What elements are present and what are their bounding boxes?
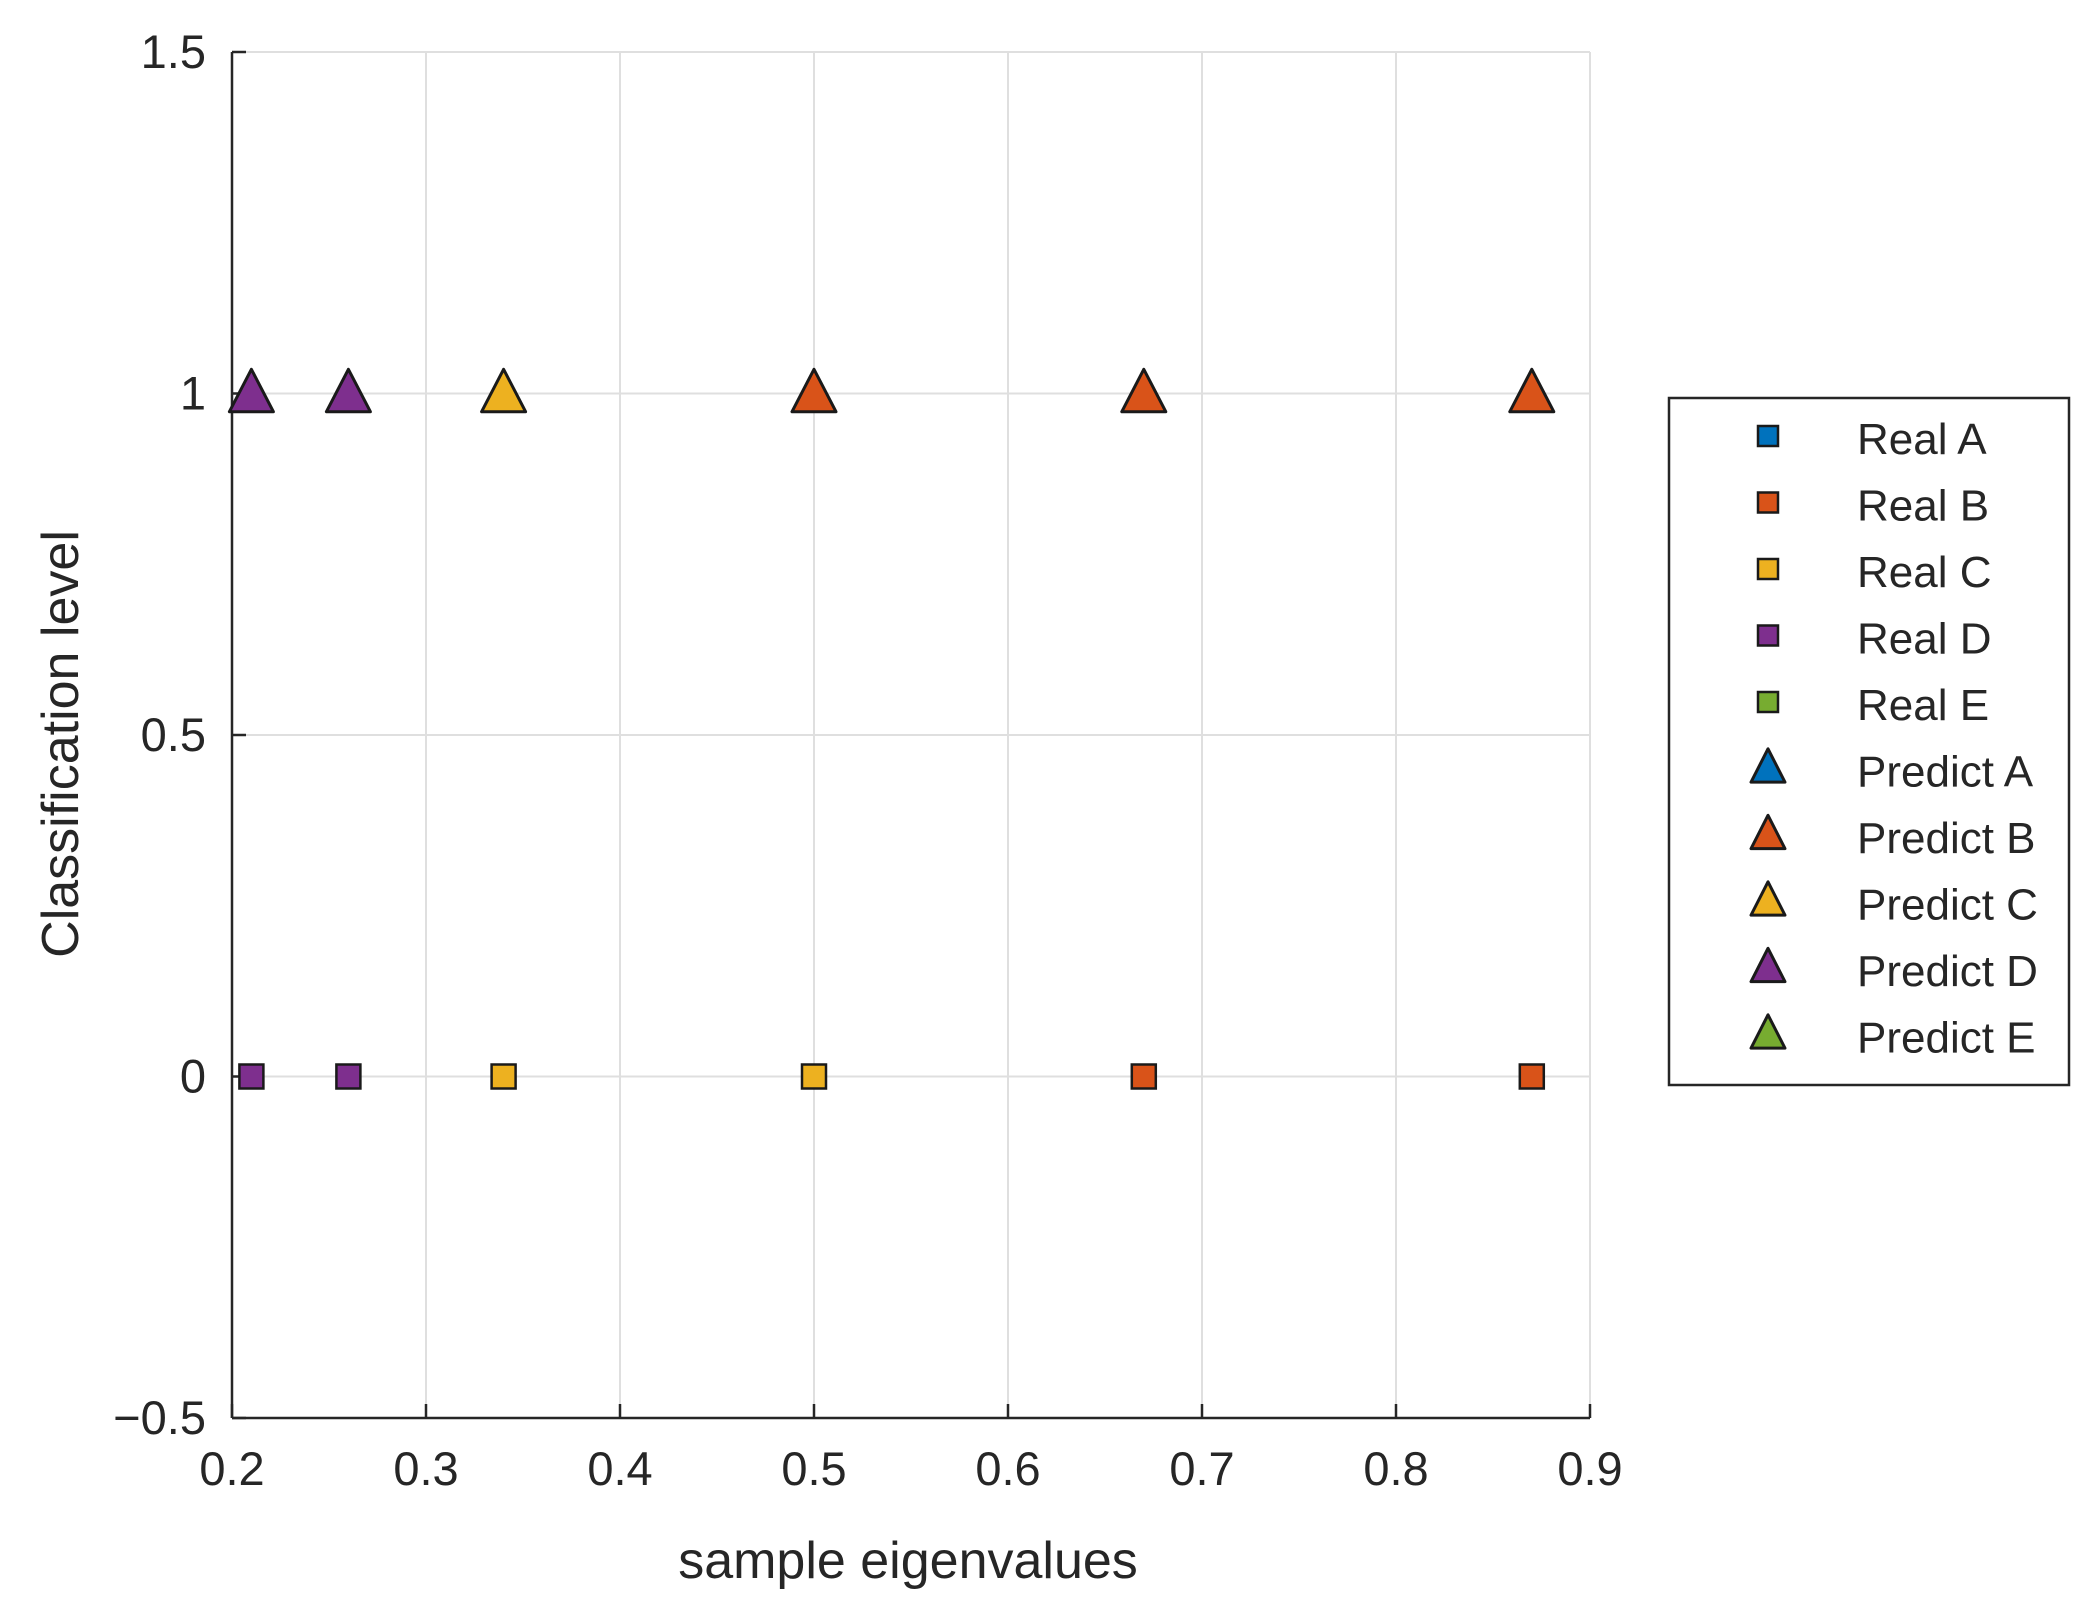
y-tick-label: −0.5 (113, 1391, 206, 1444)
data-point-square (490, 1063, 517, 1090)
legend-label: Real E (1857, 681, 1989, 730)
legend-label: Real C (1857, 548, 1992, 597)
data-point-triangle (790, 367, 838, 414)
legend-marker-triangle (1749, 813, 1787, 851)
x-tick-label: 0.6 (975, 1442, 1040, 1495)
legend-marker-triangle (1749, 747, 1787, 784)
y-tick-label: 0 (180, 1050, 206, 1103)
y-axis-label: Classification level (32, 530, 90, 958)
legend-label: Predict C (1857, 881, 2038, 930)
x-tick-label: 0.2 (199, 1442, 264, 1495)
legend-marker-square (1756, 424, 1780, 448)
legend-label: Real A (1857, 415, 1987, 464)
data-point-triangle (480, 367, 528, 414)
x-tick-label: 0.5 (781, 1442, 846, 1495)
data-point-square (1130, 1063, 1158, 1090)
data-point-square (800, 1063, 828, 1090)
data-point-square (335, 1063, 362, 1090)
y-tick-label: 1 (180, 367, 206, 420)
data-markers (227, 367, 1556, 1090)
legend-marker-triangle (1749, 1013, 1787, 1050)
tick-labels: 0.2 0.3 0.4 0.5 0.6 0.7 0.8 0.9 −0.5 0 0.5 1 1.5 (113, 25, 1622, 1495)
legend-marker-square (1756, 557, 1780, 581)
grid-lines (231, 51, 1591, 1419)
y-tick-label: 1.5 (141, 25, 206, 78)
data-point-triangle (227, 367, 275, 414)
legend-marker-square (1756, 624, 1780, 647)
data-point-square (238, 1063, 265, 1090)
data-point-triangle (324, 367, 372, 414)
y-tick-label: 0.5 (141, 708, 206, 761)
data-point-square (1518, 1063, 1546, 1090)
x-tick-label: 0.7 (1169, 1442, 1234, 1495)
x-tick-label: 0.4 (587, 1442, 652, 1495)
data-point-triangle (1120, 367, 1168, 414)
legend-box (1667, 396, 2071, 1087)
legend-marker-square (1756, 690, 1780, 714)
data-point-triangle (1508, 367, 1556, 414)
legend-label: Predict E (1857, 1014, 2036, 1063)
legend-marker-triangle (1749, 880, 1787, 917)
x-tick-label: 0.8 (1363, 1442, 1428, 1495)
legend-marker-square (1756, 491, 1780, 514)
legend: Real A Real B Real C Real D Real E Predict A P… (1667, 396, 2071, 1087)
legend-label: Real D (1857, 615, 1992, 664)
legend-label: Predict A (1857, 748, 2034, 797)
x-axis-label: sample eigenvalues (678, 1532, 1138, 1590)
x-tick-label: 0.3 (393, 1442, 458, 1495)
x-tick-label: 0.9 (1557, 1442, 1622, 1495)
legend-label: Real B (1857, 482, 1989, 531)
legend-marker-triangle (1749, 946, 1787, 984)
legend-label: Predict D (1857, 947, 2038, 996)
legend-label: Predict B (1857, 814, 2036, 863)
